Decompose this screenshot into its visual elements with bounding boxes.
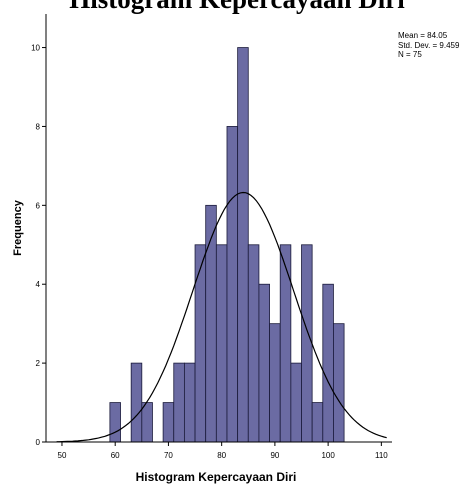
x-tick-label: 60 bbox=[111, 451, 120, 460]
bar-91 bbox=[279, 244, 292, 443]
x-axis-title: Histogram Kepercayaan Diri bbox=[136, 470, 297, 484]
bar-101 bbox=[333, 323, 345, 443]
bar-93 bbox=[290, 362, 302, 443]
y-tick-label: 10 bbox=[31, 44, 40, 53]
y-tick-label: 6 bbox=[36, 201, 41, 210]
bar-85 bbox=[247, 244, 260, 443]
bar-79 bbox=[215, 244, 228, 443]
y-tick-label: 4 bbox=[36, 280, 41, 289]
stat-mean: Mean = 84.05 bbox=[398, 31, 448, 40]
bar-95 bbox=[301, 244, 313, 443]
stats-box: Mean = 84.05 Std. Dev. = 9.459 N = 75 bbox=[398, 31, 459, 60]
x-ticks-group: 50 60 70 80 90 100 110 bbox=[58, 442, 388, 460]
bar-59 bbox=[109, 402, 121, 443]
y-tick-label: 2 bbox=[36, 359, 41, 368]
page-title: Histogram Kepercayaan Diri bbox=[0, 0, 474, 15]
y-tick-label: 8 bbox=[36, 122, 41, 131]
bar-69 bbox=[162, 402, 175, 443]
stat-n: N = 75 bbox=[398, 50, 422, 59]
bar-71 bbox=[173, 362, 185, 443]
x-tick-label: 50 bbox=[58, 451, 67, 460]
y-ticks-group: 0 2 4 6 8 10 bbox=[31, 44, 46, 447]
normal-curve bbox=[56, 191, 387, 443]
x-tick-label: 90 bbox=[270, 451, 279, 460]
bar-63 bbox=[130, 362, 143, 443]
bar-97 bbox=[311, 402, 324, 443]
bar-77 bbox=[205, 204, 217, 443]
x-tick-label: 100 bbox=[321, 451, 335, 460]
stat-sd: Std. Dev. = 9.459 bbox=[398, 40, 460, 50]
bar-81 bbox=[226, 126, 239, 443]
bar-99 bbox=[322, 283, 334, 443]
bar-83 bbox=[237, 47, 249, 443]
bar-87 bbox=[258, 283, 270, 443]
x-tick-label: 80 bbox=[217, 451, 226, 460]
y-tick-label: 0 bbox=[36, 438, 41, 447]
y-axis-title: Frequency bbox=[12, 199, 24, 256]
x-tick-label: 70 bbox=[164, 451, 173, 460]
bar-73 bbox=[183, 362, 196, 443]
x-tick-label: 110 bbox=[375, 451, 388, 460]
bar-89 bbox=[269, 323, 281, 443]
bars-group bbox=[109, 47, 345, 443]
bar-65 bbox=[141, 402, 153, 443]
bar-75 bbox=[194, 244, 207, 443]
